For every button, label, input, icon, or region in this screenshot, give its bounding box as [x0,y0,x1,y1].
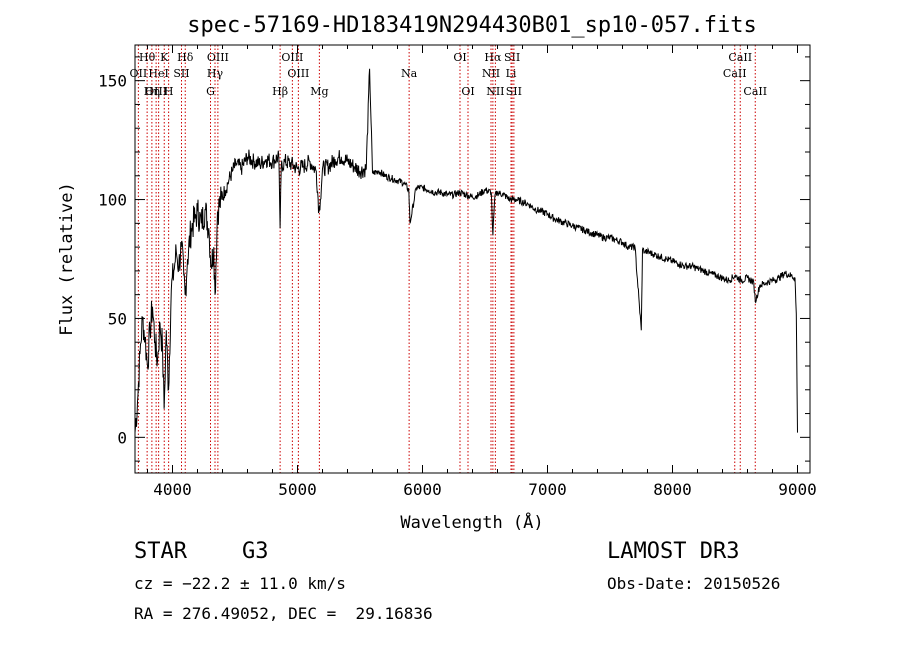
redshift-text: cz = −22.2 ± 11.0 km/s [134,574,346,593]
x-tick-label: 8000 [653,480,692,499]
x-ticks: 4000 5000 6000 7000 8000 9000 [147,45,817,499]
x-tick-label: 7000 [528,480,567,499]
line-marker-label: OIII [287,67,309,80]
line-marker-label: CaII [723,67,747,80]
line-marker-label: OIII [145,85,167,98]
line-marker-label: Hθ [139,51,156,64]
line-marker-label: Hδ [177,51,194,64]
line-marker-label: Hη [144,85,160,98]
line-marker-label: NII [482,67,500,80]
line-marker-label: CaII [728,51,752,64]
line-marker-label: G [206,85,215,98]
y-axis-label: Flux (relative) [57,182,77,336]
y-ticks: 0 50 100 150 [98,56,810,462]
line-marker-label: NII [486,85,504,98]
x-tick-label: 6000 [403,480,442,499]
y-tick-label: 50 [108,309,127,328]
subclass-label: G3 [242,539,269,564]
line-marker-label: OIII [207,51,229,64]
line-marker-label: Li [506,67,517,80]
y-tick-label: 150 [98,72,127,91]
y-tick-label: 0 [117,428,127,447]
line-marker-label: Na [401,67,418,80]
x-axis-label: Wavelength (Å) [400,511,543,533]
line-marker-label: Hβ [272,85,288,98]
line-marker-label: K [160,51,169,64]
line-marker-label: OII [130,67,148,80]
line-marker-label: Hα [484,51,502,64]
y-tick-label: 100 [98,191,127,210]
line-marker-label: H [164,85,174,98]
line-marker-label: SII [506,85,522,98]
x-tick-label: 5000 [278,480,317,499]
line-marker-label: OI [461,85,474,98]
coordinates-text: RA = 276.49052, DEC = 29.16836 [134,604,433,623]
line-marker-label: OIII [281,51,303,64]
chart-title: spec-57169-HD183419N294430B01_sp10-057.f… [187,13,757,38]
survey-label: LAMOST DR3 [607,539,740,564]
obs-date-text: Obs-Date: 20150526 [607,574,781,593]
class-label: STAR [134,539,187,564]
line-marker-label: Mg [310,85,328,98]
line-marker-label: CaII [743,85,767,98]
line-marker-label: SII [173,67,189,80]
line-marker-label: SII [504,51,520,64]
line-marker-label: HeI [148,67,168,80]
x-tick-label: 9000 [778,480,817,499]
line-marker-label: Hγ [207,67,224,80]
x-tick-label: 4000 [153,480,192,499]
line-marker-label: OI [453,51,466,64]
plot-frame [134,44,811,474]
spectrum-line [134,68,798,433]
